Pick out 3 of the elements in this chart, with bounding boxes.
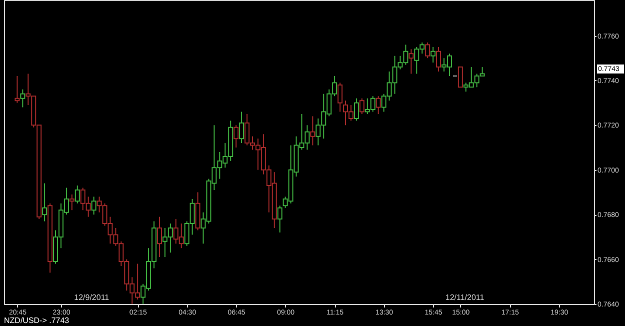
annotation: 12/9/2011	[74, 293, 110, 302]
text: NZD/USD-> .7743	[4, 316, 70, 325]
annotation: 12/11/2011	[445, 293, 485, 302]
